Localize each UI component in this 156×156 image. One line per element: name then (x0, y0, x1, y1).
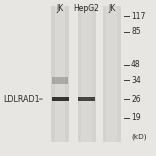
Text: 26: 26 (131, 95, 141, 104)
Bar (103, 6, 120, 142)
Text: 19: 19 (131, 113, 141, 122)
Bar (51, 6, 69, 142)
Bar (78, 97, 95, 101)
Text: (kD): (kD) (132, 133, 147, 140)
Bar (52, 77, 68, 84)
Bar (55, 6, 66, 142)
Text: 117: 117 (131, 12, 145, 21)
Text: JK: JK (108, 4, 115, 13)
Bar (106, 6, 117, 142)
Text: HepG2: HepG2 (74, 4, 100, 13)
Text: 85: 85 (131, 27, 141, 37)
Bar (81, 6, 92, 142)
Text: 34: 34 (131, 76, 141, 85)
Bar (78, 6, 95, 142)
Text: 48: 48 (131, 60, 141, 69)
Text: LDLRAD1: LDLRAD1 (3, 95, 40, 104)
Text: JK: JK (56, 4, 64, 13)
Bar (51, 97, 68, 101)
